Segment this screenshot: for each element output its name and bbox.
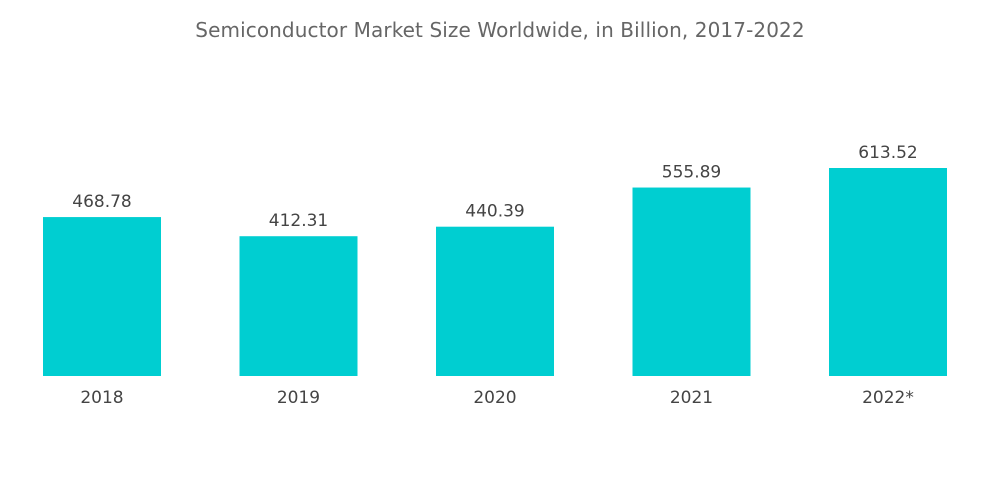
bar-2019 <box>239 236 358 376</box>
bar-2018 <box>43 217 161 376</box>
category-label: 2018 <box>80 388 123 408</box>
category-label: 2020 <box>473 388 516 408</box>
category-label: 2021 <box>670 388 713 408</box>
bar-2020 <box>436 226 554 376</box>
value-label: 412.31 <box>269 211 328 231</box>
value-label: 440.39 <box>465 202 524 222</box>
category-label: 2022* <box>862 388 914 408</box>
value-label: 613.52 <box>858 143 917 163</box>
bar-2022 <box>829 168 947 376</box>
bar-2021 <box>632 187 751 376</box>
value-label: 468.78 <box>72 192 131 212</box>
chart-title: Semiconductor Market Size Worldwide, in … <box>195 18 805 42</box>
value-label: 555.89 <box>662 163 721 183</box>
category-label: 2019 <box>277 388 320 408</box>
